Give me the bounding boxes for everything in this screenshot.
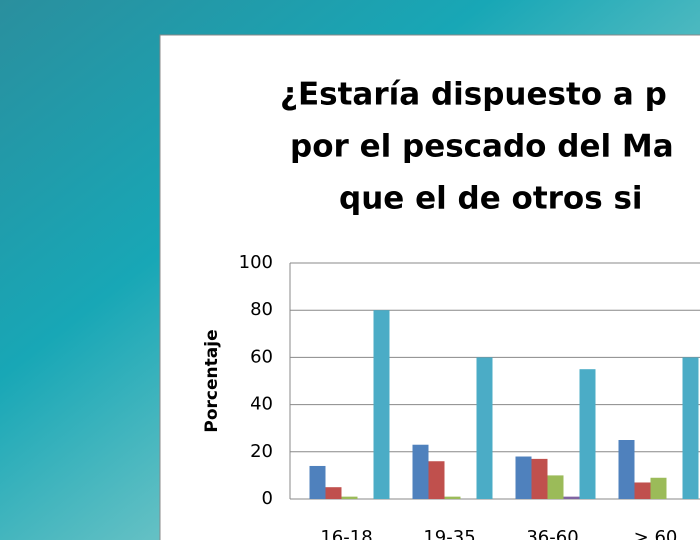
- bar: [310, 466, 326, 499]
- bar: [532, 459, 548, 499]
- bar: [477, 357, 493, 499]
- x-tick-label: 19-35: [423, 527, 475, 540]
- bar: [619, 440, 635, 499]
- x-tick-label: 16-18: [320, 527, 372, 540]
- bar: [580, 369, 596, 499]
- chart-title: por el pescado del Ma: [290, 129, 674, 165]
- y-tick-label: 60: [250, 346, 273, 367]
- y-tick-label: 40: [250, 394, 273, 415]
- bar: [413, 445, 429, 499]
- bar: [342, 497, 358, 499]
- chart: ¿Estaría dispuesto a p por el pescado de…: [0, 0, 700, 540]
- bar: [651, 478, 667, 499]
- y-tick-label: 80: [250, 299, 273, 320]
- bar: [683, 357, 699, 499]
- bar: [374, 310, 390, 499]
- y-axis-label: Porcentaje: [202, 329, 222, 432]
- chart-title: que el de otros si: [339, 181, 643, 217]
- x-tick-label: 36-60: [526, 527, 578, 540]
- bar: [445, 497, 461, 499]
- bar: [564, 497, 580, 499]
- bar: [516, 457, 532, 499]
- y-tick-label: 20: [250, 441, 273, 462]
- chart-title: ¿Estaría dispuesto a p: [280, 77, 667, 113]
- y-tick-label: 0: [262, 488, 273, 509]
- x-tick-label: > 60: [634, 527, 678, 540]
- bar: [635, 482, 651, 499]
- y-tick-label: 100: [239, 252, 273, 273]
- bar: [548, 475, 564, 499]
- bar: [429, 461, 445, 499]
- page: ¿Estaría dispuesto a p por el pescado de…: [0, 0, 700, 540]
- bar: [326, 487, 342, 499]
